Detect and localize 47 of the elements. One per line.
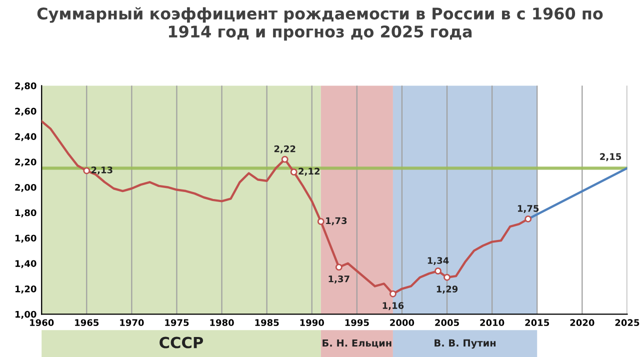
data-label: 1,75	[518, 205, 539, 214]
x-tick-label: 1995	[345, 319, 369, 326]
data-label: 1,16	[382, 302, 404, 310]
x-tick-label: 2000	[390, 319, 414, 326]
point	[290, 168, 298, 176]
data-label: 1,34	[428, 257, 449, 266]
x-tick-label: 2015	[525, 319, 550, 326]
y-tick-label: 1,60	[15, 234, 36, 243]
y-tick-label: 1,20	[15, 286, 36, 294]
point	[83, 167, 90, 174]
point	[317, 218, 324, 225]
chart-title: Суммарный коэффициент рождаемости в России в с 1960 по 1914 год и прогноз до 2025 года	[37, 7, 603, 41]
data-label: 1,29	[436, 286, 458, 294]
point	[389, 290, 396, 298]
y-tick-label: 1,00	[15, 310, 36, 319]
x-tick-label: 1960	[30, 319, 54, 326]
data-label: 1,73	[326, 217, 347, 226]
x-tick-label: 2025	[615, 319, 640, 326]
point	[444, 274, 450, 281]
x-tick-label: 2005	[435, 319, 459, 326]
band-label: Б. Н. Ельцин	[322, 339, 392, 348]
y-tick-label: 1,80	[15, 209, 36, 218]
x-tick-label: 1990	[300, 319, 324, 326]
y-tick-label: 2,00	[15, 184, 36, 192]
data-label: 1,37	[328, 275, 350, 284]
point	[335, 264, 342, 271]
point	[281, 156, 288, 163]
x-tick-label: 1980	[210, 319, 234, 326]
x-tick-label: 1965	[75, 319, 99, 326]
data-label: 2,13	[92, 166, 112, 174]
data-label: 2,12	[298, 168, 320, 176]
x-tick-label: 1985	[255, 319, 279, 326]
y-tick-label: 2,20	[15, 158, 36, 167]
x-tick-label: 2010	[480, 319, 504, 326]
y-tick-label: 2,60	[15, 108, 36, 116]
band-label: В. В. Путин	[434, 339, 496, 349]
annotation: 2,15	[600, 153, 622, 162]
x-tick-label: 1970	[120, 319, 144, 326]
point	[434, 268, 442, 274]
band-label: СССР	[160, 336, 204, 348]
point	[524, 215, 532, 222]
y-tick-label: 2,40	[15, 133, 36, 142]
y-tick-label: 1,40	[15, 260, 36, 268]
x-tick-label: 2020	[570, 319, 594, 326]
y-tick-label: 2,80	[15, 82, 36, 90]
x-tick-label: 1975	[165, 319, 189, 326]
data-label: 2,22	[274, 145, 296, 154]
